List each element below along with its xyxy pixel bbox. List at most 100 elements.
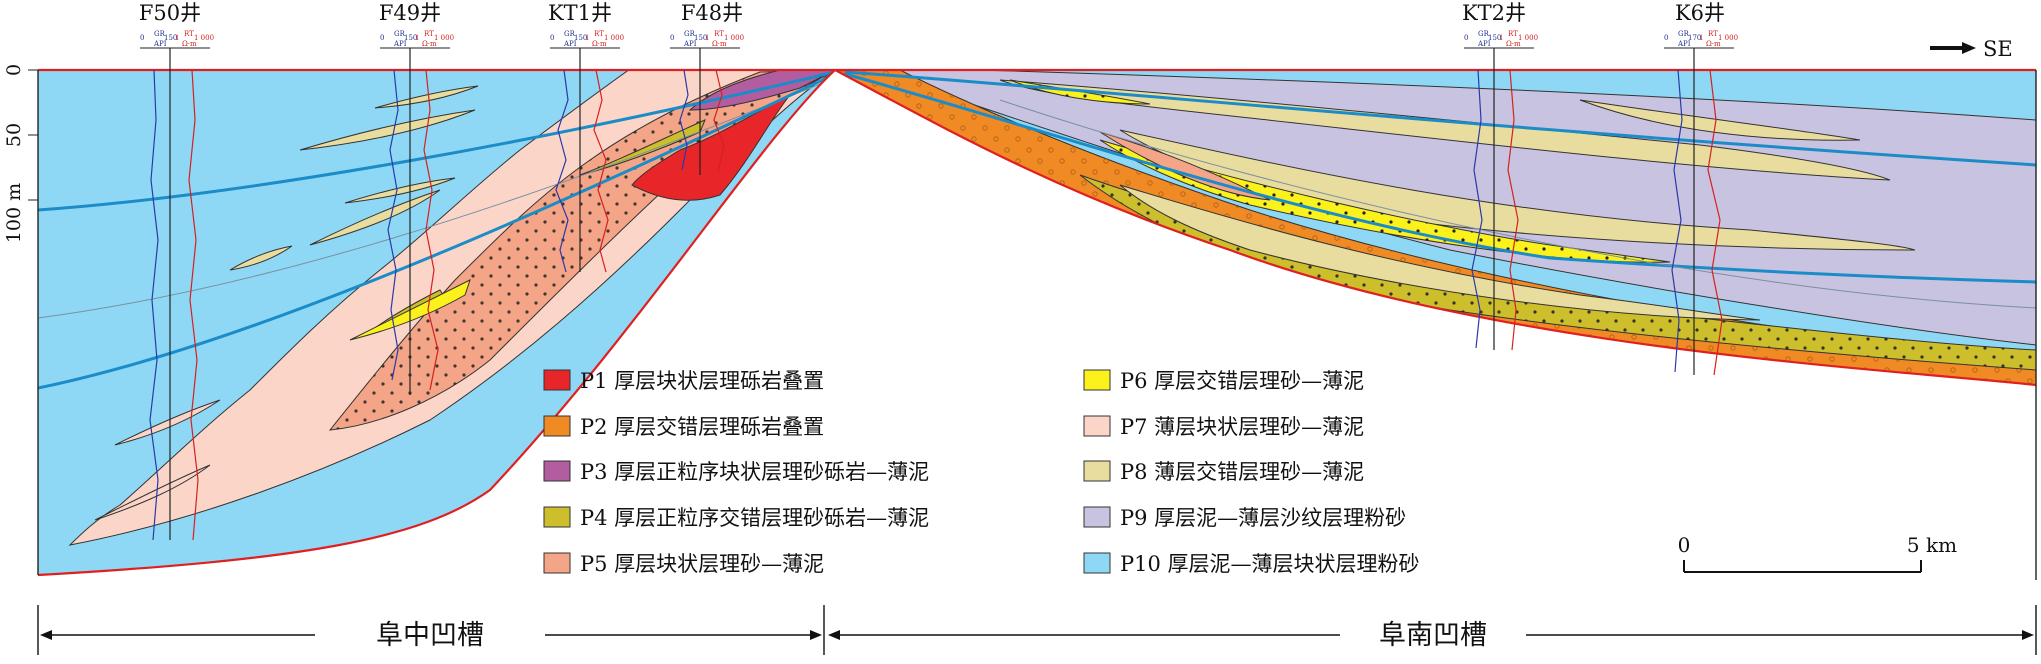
well-label: KT1井 [548, 1, 612, 25]
svg-text:GR: GR [564, 30, 576, 38]
legend-item-p5: P5 厚层块状层理砂—薄泥 [543, 552, 824, 576]
svg-text:RT: RT [184, 30, 194, 38]
svg-text:GR: GR [1478, 30, 1490, 38]
legend-item-p9: P9 厚层泥—薄层沙纹层理粉砂 [1083, 506, 1406, 530]
svg-text:RT: RT [714, 30, 724, 38]
basin-spans: 阜中凹槽 阜南凹槽 [37, 605, 2037, 655]
svg-text:RT: RT [424, 30, 434, 38]
p8-right-1 [999, 79, 1891, 181]
p8-lens-3 [309, 189, 441, 246]
svg-text:RT: RT [594, 30, 604, 38]
depth-tick-0: 0 [3, 64, 25, 76]
rt-log [188, 69, 199, 541]
legend-item-p4: P4 厚层正粒序交错层理砂砾岩—薄泥 [543, 506, 929, 530]
well-label: F49井 [379, 1, 441, 25]
svg-text:GR: GR [1678, 30, 1690, 38]
rt-log [593, 69, 609, 273]
arrow-right-icon [1962, 42, 1976, 54]
p8-right-3 [1119, 184, 1761, 321]
well-label: K6井 [1675, 1, 1725, 25]
svg-text:Ω·m: Ω·m [1706, 40, 1721, 48]
gr-log [387, 69, 399, 381]
depth-tick-50: 50 [3, 123, 25, 147]
svg-text:P5 厚层块状层理砂—薄泥: P5 厚层块状层理砂—薄泥 [580, 552, 824, 576]
svg-text:1 000: 1 000 [1518, 34, 1538, 42]
left-horizon-2 [38, 72, 835, 390]
svg-text:0: 0 [380, 34, 384, 42]
svg-text:1: 1 [1499, 34, 1503, 42]
svg-text:0: 0 [1664, 34, 1668, 42]
svg-text:GR: GR [394, 30, 406, 38]
svg-text:P7 薄层块状层理砂—薄泥: P7 薄层块状层理砂—薄泥 [1120, 415, 1364, 439]
scale-bar: 0 5 km [1678, 533, 1957, 573]
rt-log [1707, 69, 1723, 376]
legend-item-p2: P2 厚层交错层理砾岩叠置 [543, 415, 824, 439]
legend-item-p3: P3 厚层正粒序块状层理砂砾岩—薄泥 [543, 460, 929, 484]
svg-text:Ω·m: Ω·m [592, 40, 607, 48]
gr-log [149, 69, 159, 541]
svg-text:API: API [683, 40, 697, 48]
svg-text:P8 薄层交错层理砂—薄泥: P8 薄层交错层理砂—薄泥 [1120, 460, 1364, 484]
svg-text:API: API [563, 40, 577, 48]
well-label: KT2井 [1462, 1, 1526, 25]
svg-text:150: 150 [404, 34, 417, 42]
left-basin-outline [37, 69, 836, 577]
right-basin-outline [834, 69, 2037, 387]
p5-right [1099, 131, 1271, 201]
rt-log [713, 69, 725, 173]
svg-text:1 000: 1 000 [434, 34, 454, 42]
well-f50: F50井 0 GR API 150 1 RT Ω·m 1 000 [139, 1, 214, 541]
svg-text:P4 厚层正粒序交错层理砂砾岩—薄泥: P4 厚层正粒序交错层理砂砾岩—薄泥 [580, 506, 929, 530]
svg-text:P2 厚层交错层理砾岩叠置: P2 厚层交错层理砾岩叠置 [580, 415, 824, 439]
p8-lens-5 [229, 245, 293, 271]
svg-text:1 000: 1 000 [1718, 34, 1738, 42]
right-horizon-1 [844, 70, 2036, 167]
p7-lens-7 [94, 464, 211, 521]
rt-log [1507, 69, 1519, 351]
svg-text:GR: GR [684, 30, 696, 38]
p8-lens-4 [344, 177, 456, 204]
direction-indicator: SE [1930, 37, 2013, 61]
svg-text:1 000: 1 000 [724, 34, 744, 42]
legend-item-p6: P6 厚层交错层理砂—薄泥 [1083, 369, 1364, 393]
legend: P1 厚层块状层理砾岩叠置 P2 厚层交错层理砾岩叠置 P3 厚层正粒序块状层理… [543, 369, 1420, 576]
scale-start: 0 [1678, 533, 1691, 557]
svg-text:1: 1 [705, 34, 709, 42]
svg-text:Ω·m: Ω·m [712, 40, 727, 48]
arrow-right-icon [2022, 630, 2034, 640]
right-horizon-2 [844, 72, 2036, 284]
svg-text:P6 厚层交错层理砂—薄泥: P6 厚层交错层理砂—薄泥 [1120, 369, 1364, 393]
svg-text:0: 0 [140, 34, 144, 42]
svg-text:0: 0 [550, 34, 554, 42]
direction-label: SE [1983, 37, 2013, 61]
well-kt2: KT2井 0 GR API 150 1 RT Ω·m 1 000 [1462, 1, 1538, 351]
svg-text:P1 厚层块状层理砾岩叠置: P1 厚层块状层理砾岩叠置 [580, 369, 824, 393]
gr-log [1471, 69, 1483, 349]
rt-log [423, 69, 439, 391]
legend-item-p10: P10 厚层泥—薄层块状层理粉砂 [1083, 552, 1420, 576]
arrow-right-icon [810, 630, 822, 640]
legend-item-p1: P1 厚层块状层理砾岩叠置 [543, 369, 824, 393]
legend-item-p8: P8 薄层交错层理砂—薄泥 [1083, 460, 1364, 484]
svg-text:API: API [153, 40, 167, 48]
arrow-left-icon [40, 630, 52, 640]
left-horizon-1 [38, 70, 835, 212]
svg-text:RT: RT [1508, 30, 1518, 38]
well-f49: F49井 0 GR API 150 1 RT Ω·m 1 000 [379, 1, 454, 395]
svg-text:P10 厚层泥—薄层块状层理粉砂: P10 厚层泥—薄层块状层理粉砂 [1120, 552, 1420, 576]
svg-text:Ω·m: Ω·m [422, 40, 437, 48]
svg-text:1: 1 [175, 34, 179, 42]
right-basin [834, 69, 2037, 387]
svg-text:1: 1 [1699, 34, 1703, 42]
svg-text:P9 厚层泥—薄层沙纹层理粉砂: P9 厚层泥—薄层沙纹层理粉砂 [1120, 506, 1406, 530]
depth-tick-100: 100 m [3, 183, 25, 243]
svg-text:150: 150 [694, 34, 707, 42]
well-k6: K6井 0 GR API 170 1 RT Ω·m 1 000 [1664, 1, 1738, 376]
arrow-left-icon [828, 630, 840, 640]
well-f48: F48井 0 GR API 150 1 RT Ω·m 1 000 [670, 1, 744, 175]
legend-item-p7: P7 薄层块状层理砂—薄泥 [1083, 415, 1364, 439]
gr-log [555, 69, 569, 273]
svg-text:P3 厚层正粒序块状层理砂砾岩—薄泥: P3 厚层正粒序块状层理砂砾岩—薄泥 [580, 460, 929, 484]
